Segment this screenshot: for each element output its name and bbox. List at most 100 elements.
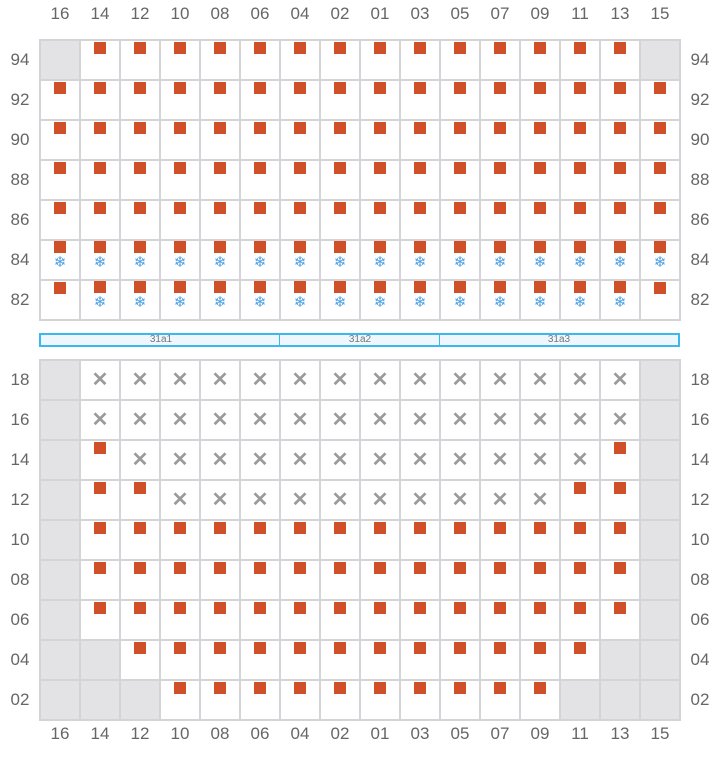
cell-14-08[interactable]: ✕ (200, 440, 240, 480)
seat-square[interactable] (294, 522, 306, 534)
seat-square[interactable] (294, 241, 306, 253)
seat-square[interactable] (214, 202, 226, 214)
cell-88-14[interactable] (80, 160, 120, 200)
cell-88-16[interactable] (40, 160, 80, 200)
cell-16-01[interactable]: ✕ (360, 400, 400, 440)
seat-square[interactable] (414, 682, 426, 694)
seat-square[interactable] (454, 122, 466, 134)
seat-square[interactable] (214, 562, 226, 574)
cell-18-04[interactable]: ✕ (280, 360, 320, 400)
seat-square[interactable] (134, 642, 146, 654)
cell-88-02[interactable] (320, 160, 360, 200)
seat-square[interactable] (574, 122, 586, 134)
cell-82-07[interactable]: ❄ (480, 280, 520, 320)
cell-16-08[interactable]: ✕ (200, 400, 240, 440)
cell-04-09[interactable] (520, 640, 560, 680)
seat-square[interactable] (454, 602, 466, 614)
cell-86-06[interactable] (240, 200, 280, 240)
seat-square[interactable] (254, 281, 266, 293)
seat-square[interactable] (334, 281, 346, 293)
seat-square[interactable] (214, 642, 226, 654)
seat-square[interactable] (494, 682, 506, 694)
seat-square[interactable] (574, 642, 586, 654)
seat-square[interactable] (214, 162, 226, 174)
seat-square[interactable] (654, 82, 666, 94)
cell-94-01[interactable] (360, 40, 400, 80)
seat-square[interactable] (174, 682, 186, 694)
seat-square[interactable] (174, 82, 186, 94)
seat-square[interactable] (94, 442, 106, 454)
cell-90-14[interactable] (80, 120, 120, 160)
seat-square[interactable] (414, 241, 426, 253)
seat-square[interactable] (494, 241, 506, 253)
cell-90-09[interactable] (520, 120, 560, 160)
seat-square[interactable] (254, 522, 266, 534)
cell-16-07[interactable]: ✕ (480, 400, 520, 440)
cell-94-04[interactable] (280, 40, 320, 80)
cell-90-10[interactable] (160, 120, 200, 160)
cell-14-11[interactable]: ✕ (560, 440, 600, 480)
cell-94-11[interactable] (560, 40, 600, 80)
seat-square[interactable] (254, 642, 266, 654)
cell-04-11[interactable] (560, 640, 600, 680)
cell-12-09[interactable]: ✕ (520, 480, 560, 520)
cell-90-04[interactable] (280, 120, 320, 160)
seat-square[interactable] (574, 482, 586, 494)
cell-16-10[interactable]: ✕ (160, 400, 200, 440)
cell-10-03[interactable] (400, 520, 440, 560)
cell-90-07[interactable] (480, 120, 520, 160)
cell-10-14[interactable] (80, 520, 120, 560)
cell-10-07[interactable] (480, 520, 520, 560)
cell-16-12[interactable]: ✕ (120, 400, 160, 440)
cell-84-01[interactable]: ❄ (360, 240, 400, 280)
cell-92-02[interactable] (320, 80, 360, 120)
cell-14-07[interactable]: ✕ (480, 440, 520, 480)
cell-94-10[interactable] (160, 40, 200, 80)
seat-square[interactable] (614, 122, 626, 134)
cell-14-04[interactable]: ✕ (280, 440, 320, 480)
cell-08-08[interactable] (200, 560, 240, 600)
seat-square[interactable] (614, 281, 626, 293)
cell-16-11[interactable]: ✕ (560, 400, 600, 440)
cell-18-11[interactable]: ✕ (560, 360, 600, 400)
seat-square[interactable] (334, 522, 346, 534)
seat-square[interactable] (334, 42, 346, 54)
cell-06-12[interactable] (120, 600, 160, 640)
cell-10-10[interactable] (160, 520, 200, 560)
cell-12-05[interactable]: ✕ (440, 480, 480, 520)
seat-square[interactable] (614, 82, 626, 94)
cell-86-15[interactable] (640, 200, 680, 240)
seat-square[interactable] (534, 642, 546, 654)
cell-94-02[interactable] (320, 40, 360, 80)
cell-06-11[interactable] (560, 600, 600, 640)
cell-88-10[interactable] (160, 160, 200, 200)
seat-square[interactable] (534, 562, 546, 574)
seat-square[interactable] (174, 281, 186, 293)
section-31a2[interactable]: 31a2 (279, 333, 442, 347)
cell-04-03[interactable] (400, 640, 440, 680)
cell-02-02[interactable] (320, 680, 360, 720)
cell-08-04[interactable] (280, 560, 320, 600)
cell-82-16[interactable] (40, 280, 80, 320)
seat-square[interactable] (494, 281, 506, 293)
cell-92-09[interactable] (520, 80, 560, 120)
seat-square[interactable] (534, 202, 546, 214)
cell-90-11[interactable] (560, 120, 600, 160)
seat-square[interactable] (214, 82, 226, 94)
seat-square[interactable] (534, 682, 546, 694)
seat-square[interactable] (454, 202, 466, 214)
cell-86-16[interactable] (40, 200, 80, 240)
cell-86-04[interactable] (280, 200, 320, 240)
seat-square[interactable] (134, 202, 146, 214)
seat-square[interactable] (654, 162, 666, 174)
cell-18-07[interactable]: ✕ (480, 360, 520, 400)
cell-92-13[interactable] (600, 80, 640, 120)
seat-square[interactable] (374, 281, 386, 293)
cell-04-04[interactable] (280, 640, 320, 680)
seat-square[interactable] (94, 82, 106, 94)
seat-square[interactable] (334, 602, 346, 614)
cell-88-01[interactable] (360, 160, 400, 200)
seat-square[interactable] (214, 42, 226, 54)
seat-square[interactable] (494, 122, 506, 134)
seat-square[interactable] (294, 682, 306, 694)
